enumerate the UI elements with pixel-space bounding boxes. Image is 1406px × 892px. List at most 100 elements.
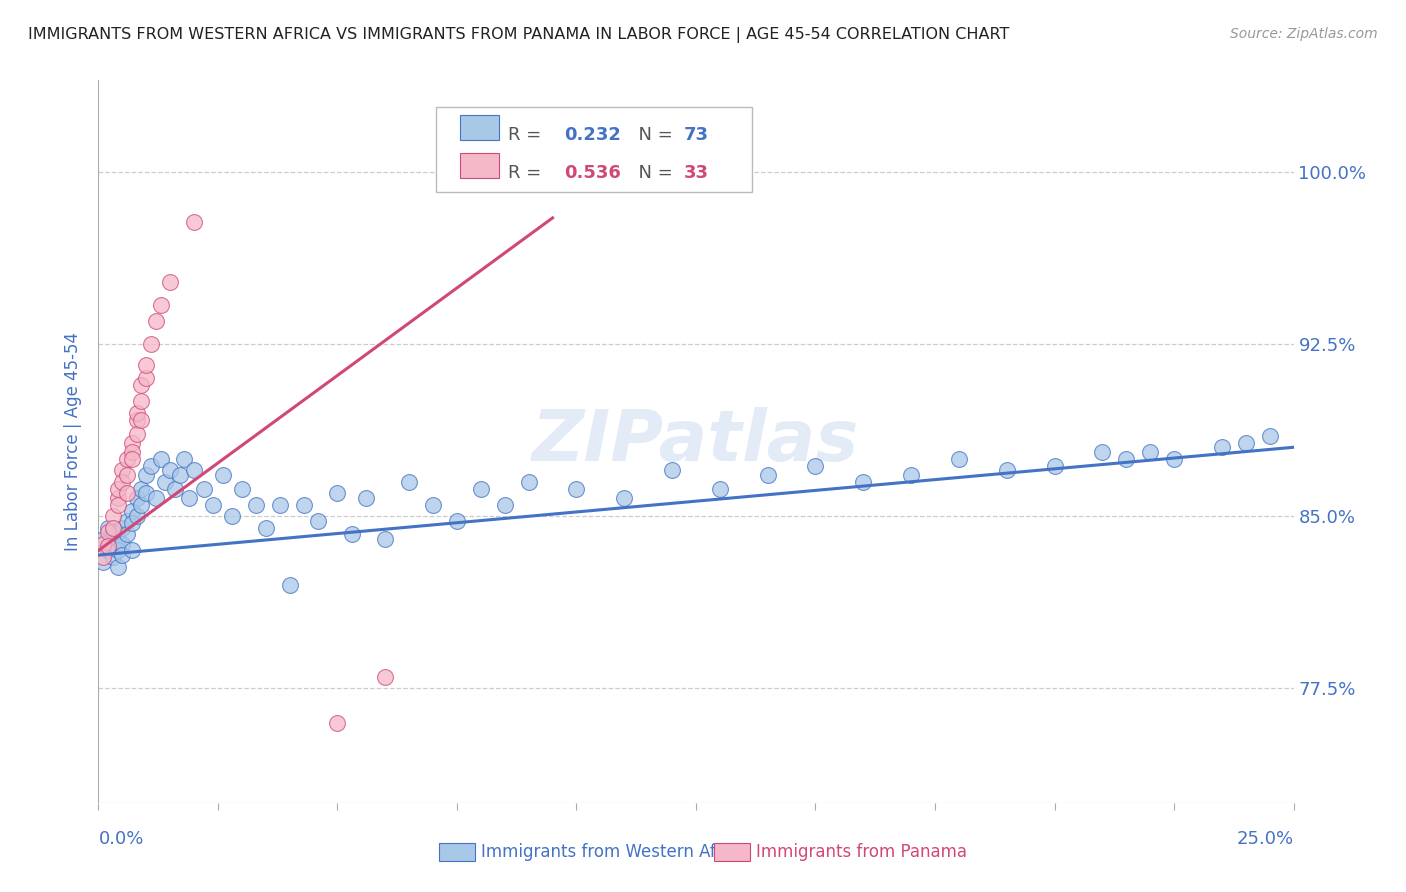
Point (111, 536, 134, 550)
Point (163, 482, 186, 496)
Point (115, 486, 138, 500)
Point (292, 498, 315, 512)
Point (354, 491, 377, 505)
Point (852, 475, 875, 489)
Point (211, 467, 233, 482)
Point (149, 298, 172, 312)
Point (111, 548, 134, 562)
Point (125, 406, 148, 420)
Point (709, 482, 731, 496)
Point (1043, 458, 1066, 473)
Point (1115, 451, 1137, 466)
Point (269, 498, 291, 512)
Point (131, 498, 153, 512)
Point (115, 514, 138, 528)
Point (139, 337, 162, 351)
Point (422, 498, 444, 512)
Point (91, 550, 114, 565)
Point (121, 445, 143, 459)
Point (97, 520, 120, 534)
Point (1139, 445, 1161, 459)
Point (245, 498, 267, 512)
Point (131, 482, 153, 496)
Point (101, 536, 124, 550)
Text: Source: ZipAtlas.com: Source: ZipAtlas.com (1230, 27, 1378, 41)
Point (307, 514, 329, 528)
Point (131, 413, 153, 427)
Point (221, 509, 243, 524)
Text: N =: N = (627, 164, 679, 182)
Point (135, 371, 157, 385)
Text: 0.0%: 0.0% (98, 830, 143, 848)
Point (374, 532, 396, 546)
Point (125, 509, 148, 524)
Point (193, 482, 215, 496)
Y-axis label: In Labor Force | Age 45-54: In Labor Force | Age 45-54 (65, 332, 83, 551)
Text: R =: R = (508, 126, 547, 144)
Text: ZIPatlas: ZIPatlas (533, 407, 859, 476)
Point (107, 491, 129, 505)
Point (470, 482, 492, 496)
Point (173, 451, 195, 466)
Point (121, 516, 143, 530)
Point (756, 467, 779, 482)
Point (231, 482, 253, 496)
Point (101, 509, 124, 524)
Point (517, 165, 540, 179)
Point (374, 670, 396, 684)
Point (101, 550, 124, 565)
Point (446, 514, 468, 528)
Text: N =: N = (627, 126, 679, 144)
Text: 73: 73 (683, 126, 709, 144)
Text: 0.232: 0.232 (564, 126, 620, 144)
Point (145, 314, 167, 328)
Point (135, 467, 157, 482)
Point (125, 426, 148, 441)
Point (183, 463, 205, 477)
Point (169, 467, 191, 482)
Point (115, 467, 138, 482)
Text: R =: R = (508, 164, 547, 182)
Point (121, 543, 143, 558)
Point (135, 486, 157, 500)
Point (1211, 440, 1233, 454)
Point (115, 451, 138, 466)
Point (179, 491, 201, 505)
Point (1163, 451, 1185, 466)
FancyBboxPatch shape (439, 843, 475, 861)
Point (995, 463, 1018, 477)
Point (398, 475, 420, 489)
Point (91, 555, 114, 569)
Point (948, 451, 970, 466)
Point (661, 463, 683, 477)
Point (1258, 429, 1281, 443)
Point (900, 467, 922, 482)
Text: Immigrants from Western Africa: Immigrants from Western Africa (481, 843, 747, 861)
Point (91, 532, 114, 546)
Point (125, 413, 148, 427)
Point (121, 435, 143, 450)
Point (517, 475, 540, 489)
Point (97, 543, 120, 558)
Point (107, 543, 129, 558)
Point (101, 520, 124, 534)
Point (202, 498, 225, 512)
Point (111, 463, 134, 477)
Point (1091, 445, 1114, 459)
Text: 33: 33 (683, 164, 709, 182)
Point (135, 358, 157, 372)
Point (107, 532, 129, 546)
Point (159, 463, 181, 477)
Point (155, 475, 177, 489)
Point (183, 215, 205, 229)
Point (149, 451, 172, 466)
Point (139, 458, 162, 473)
Point (91, 536, 114, 550)
FancyBboxPatch shape (714, 843, 749, 861)
Text: Immigrants from Panama: Immigrants from Panama (756, 843, 967, 861)
Point (494, 498, 516, 512)
Point (159, 275, 181, 289)
Point (121, 451, 143, 466)
Point (254, 520, 277, 534)
Point (326, 486, 349, 500)
